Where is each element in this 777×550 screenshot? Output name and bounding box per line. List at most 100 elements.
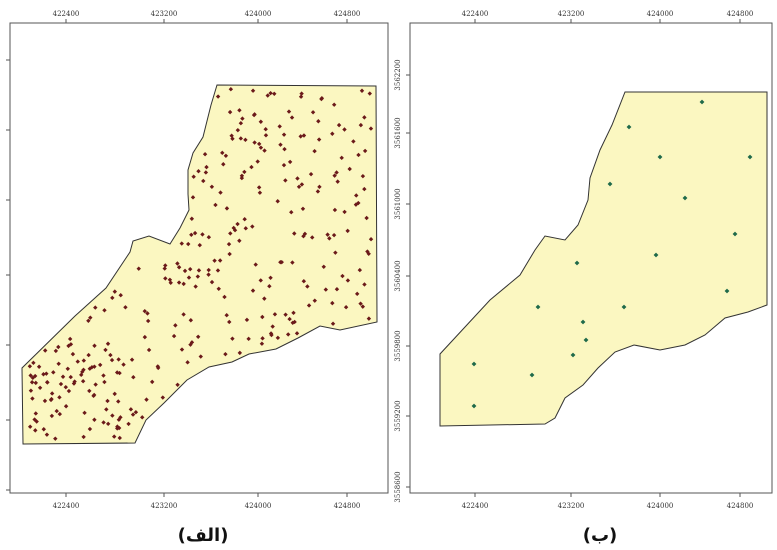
sample-point bbox=[33, 380, 39, 386]
sample-point bbox=[626, 124, 632, 130]
sample-point bbox=[239, 175, 245, 181]
sample-point bbox=[316, 137, 322, 142]
sample-point bbox=[130, 412, 136, 417]
sample-point bbox=[244, 317, 250, 323]
sample-point bbox=[181, 312, 186, 317]
sample-point bbox=[163, 276, 168, 281]
left-top-tick-label: 422400 bbox=[53, 10, 80, 18]
sample-point bbox=[221, 162, 226, 167]
sample-point bbox=[87, 388, 92, 394]
sample-point bbox=[298, 134, 303, 139]
sample-point bbox=[126, 421, 131, 427]
sample-point bbox=[189, 232, 194, 237]
sample-point bbox=[282, 146, 287, 152]
panel-right-top-axis: 422400 423200 424000 424800 bbox=[462, 10, 753, 23]
sample-point bbox=[295, 176, 300, 181]
right-y-tick-label: 3561600 bbox=[394, 117, 402, 148]
panel-left-top-axis: 422400 423200 424000 424800 bbox=[53, 10, 361, 23]
sample-point bbox=[265, 93, 270, 98]
sample-point bbox=[206, 235, 212, 240]
sample-point bbox=[179, 241, 184, 246]
sample-point bbox=[291, 310, 296, 316]
sample-point bbox=[246, 336, 251, 342]
sample-point bbox=[278, 142, 283, 147]
sample-point bbox=[162, 266, 167, 271]
sample-point bbox=[321, 264, 326, 269]
sample-point bbox=[116, 357, 121, 362]
sample-point bbox=[30, 396, 35, 401]
sample-point bbox=[272, 312, 278, 317]
sample-point bbox=[358, 122, 364, 128]
sample-point bbox=[299, 182, 305, 187]
sample-point bbox=[357, 267, 363, 273]
left-bottom-tick-label: 424800 bbox=[334, 502, 361, 510]
sample-point bbox=[66, 388, 72, 394]
sample-point bbox=[243, 137, 248, 143]
sample-point bbox=[287, 316, 292, 322]
sample-point bbox=[200, 232, 205, 237]
sample-point bbox=[191, 174, 196, 179]
sample-point bbox=[354, 193, 359, 198]
sample-point bbox=[235, 127, 241, 133]
sample-point bbox=[238, 121, 244, 126]
sample-point bbox=[317, 184, 322, 190]
sample-point bbox=[287, 159, 293, 165]
sample-point bbox=[117, 435, 122, 441]
left-top-tick-label: 424000 bbox=[245, 10, 272, 18]
sample-point bbox=[272, 91, 277, 97]
left-top-tick-label: 424800 bbox=[334, 10, 361, 18]
sample-point bbox=[173, 323, 178, 328]
sample-point bbox=[249, 164, 254, 170]
sample-point bbox=[358, 301, 363, 306]
sample-point bbox=[283, 178, 288, 183]
sample-point bbox=[114, 370, 120, 375]
sample-point bbox=[104, 407, 109, 412]
sample-point bbox=[176, 265, 182, 270]
sample-point bbox=[724, 288, 730, 294]
sample-point bbox=[366, 251, 371, 256]
sample-point bbox=[30, 375, 36, 381]
sample-point bbox=[621, 304, 627, 310]
sample-point bbox=[28, 373, 33, 378]
sample-point bbox=[63, 404, 69, 409]
panel-right-y-axis: 3562200 3561600 3561000 3560400 3559800 … bbox=[394, 59, 410, 503]
sample-point bbox=[34, 419, 39, 424]
sample-point bbox=[268, 90, 273, 96]
sample-point bbox=[529, 372, 535, 378]
sample-point bbox=[116, 399, 121, 404]
sample-point bbox=[682, 195, 688, 201]
sample-point bbox=[44, 371, 49, 376]
sample-point bbox=[327, 236, 332, 241]
sample-point bbox=[281, 162, 287, 168]
sample-point bbox=[281, 132, 287, 137]
sample-point bbox=[215, 268, 221, 273]
sample-point bbox=[60, 374, 66, 379]
panel-right-bottom-axis: 422400 423200 424000 424800 bbox=[462, 493, 753, 510]
sample-point bbox=[181, 281, 186, 287]
sample-point bbox=[196, 169, 201, 174]
sample-point bbox=[262, 296, 267, 301]
sample-points-right bbox=[471, 99, 753, 409]
sample-point bbox=[209, 279, 215, 285]
sample-point bbox=[33, 411, 38, 416]
sample-point bbox=[267, 284, 272, 289]
sample-point bbox=[368, 237, 374, 242]
sample-point bbox=[362, 282, 367, 287]
sample-point bbox=[105, 421, 111, 427]
sample-point bbox=[657, 154, 663, 160]
sample-point bbox=[231, 225, 236, 231]
sample-point bbox=[97, 362, 103, 368]
sample-point bbox=[102, 379, 107, 385]
sample-point bbox=[258, 278, 263, 283]
sample-point bbox=[226, 241, 232, 247]
sample-point bbox=[570, 352, 576, 358]
sample-point bbox=[42, 398, 48, 404]
sample-point bbox=[323, 287, 329, 292]
sample-point bbox=[353, 202, 359, 207]
sample-point bbox=[289, 210, 294, 215]
sample-point bbox=[330, 131, 335, 136]
panel-left-caption: (الف) bbox=[178, 525, 229, 546]
sample-point bbox=[101, 420, 106, 425]
sample-point bbox=[331, 102, 337, 107]
